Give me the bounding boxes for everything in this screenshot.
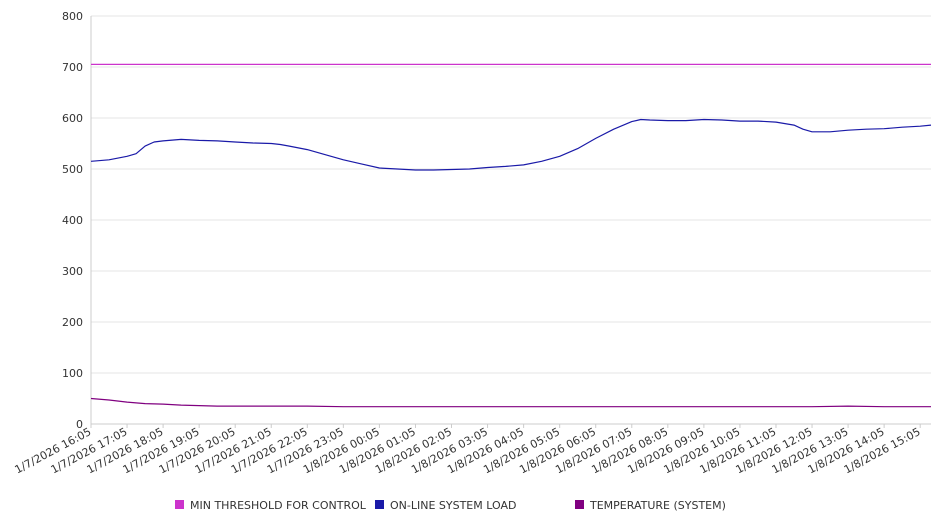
legend: MIN THRESHOLD FOR CONTROL ON-LINE SYSTEM …: [175, 499, 726, 512]
y-tick-label: 300: [62, 265, 83, 278]
y-tick-label: 800: [62, 10, 83, 23]
y-tick-label: 100: [62, 367, 83, 380]
gridlines: [91, 15, 931, 374]
legend-label: TEMPERATURE (SYSTEM): [589, 499, 726, 512]
legend-swatch: [575, 500, 584, 509]
y-tick-label: 0: [76, 418, 83, 431]
legend-swatch: [175, 500, 184, 509]
series-line-3: [90, 397, 931, 408]
y-tick-label: 700: [62, 61, 83, 74]
series-line-2: [90, 118, 932, 171]
series-lines: [90, 63, 932, 408]
legend-label: ON-LINE SYSTEM LOAD: [390, 499, 516, 512]
y-tick-label: 200: [62, 316, 83, 329]
legend-label: MIN THRESHOLD FOR CONTROL: [190, 499, 367, 512]
y-axis-ticks: 0 100 200 300 400 500 600 700 800: [62, 10, 83, 431]
y-tick-label: 400: [62, 214, 83, 227]
x-axis-ticks: 1/7/2026 16:051/7/2026 17:051/7/2026 18:…: [13, 424, 923, 476]
y-tick-label: 600: [62, 112, 83, 125]
legend-swatch: [375, 500, 384, 509]
y-tick-label: 500: [62, 163, 83, 176]
